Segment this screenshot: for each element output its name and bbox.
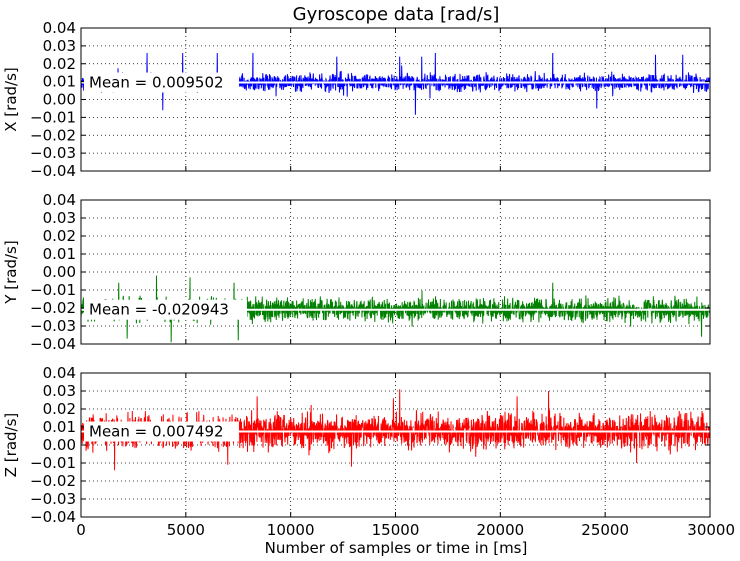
y-tick-label: −0.04 xyxy=(30,335,76,353)
x-tick-label: 30000 xyxy=(687,521,735,539)
y-tick-label: 0.03 xyxy=(43,209,76,227)
mean-label: Mean = 0.007492 xyxy=(89,423,224,441)
y-tick-label: 0.02 xyxy=(43,400,76,418)
axes-frame xyxy=(80,27,711,172)
y-tick-label: 0.01 xyxy=(43,245,76,263)
y-axis-label: X [rad/s] xyxy=(2,67,20,132)
chart-title: Gyroscope data [rad/s] xyxy=(293,4,500,25)
y-tick-label: 0.00 xyxy=(43,91,76,109)
mean-label: Mean = 0.009502 xyxy=(89,74,224,92)
y-tick-label: −0.02 xyxy=(30,299,76,317)
y-axis-label: Z [rad/s] xyxy=(2,413,20,478)
y-tick-label: 0.01 xyxy=(43,73,76,91)
x-tick-label: 10000 xyxy=(267,521,315,539)
grid xyxy=(81,373,710,517)
subplot-2: 0.040.030.020.010.00−0.01−0.02−0.03−0.04… xyxy=(2,191,711,353)
y-tick-label: −0.02 xyxy=(30,126,76,144)
mean-label-box xyxy=(84,299,247,320)
x-axis-label: Number of samples or time in [ms] xyxy=(265,539,528,557)
y-tick-label: −0.01 xyxy=(30,108,76,126)
y-tick-label: −0.01 xyxy=(30,281,76,299)
y-tick-label: 0.04 xyxy=(43,19,76,37)
y-tick-label: 0.00 xyxy=(43,436,76,454)
x-tick-label: 20000 xyxy=(476,521,524,539)
y-tick-label: −0.01 xyxy=(30,454,76,472)
y-tick-label: 0.02 xyxy=(43,227,76,245)
y-tick-label: 0.01 xyxy=(43,418,76,436)
y-tick-label: −0.04 xyxy=(30,508,76,526)
y-tick-label: −0.02 xyxy=(30,472,76,490)
y-tick-label: 0.04 xyxy=(43,364,76,382)
y-axis-label: Y [rad/s] xyxy=(2,240,20,304)
x-tick-label: 25000 xyxy=(581,521,629,539)
subplots-container: 0.040.030.020.010.00−0.01−0.02−0.03−0.04… xyxy=(2,19,735,539)
x-tick-label: 15000 xyxy=(372,521,420,539)
x-tick-label: 0 xyxy=(76,521,86,539)
y-tick-label: −0.03 xyxy=(30,144,76,162)
grid xyxy=(81,28,710,171)
mean-label-box xyxy=(84,72,239,93)
subplot-3: 0.040.030.020.010.00−0.01−0.02−0.03−0.04… xyxy=(2,364,735,539)
x-tick-label: 5000 xyxy=(167,521,205,539)
y-tick-label: −0.03 xyxy=(30,490,76,508)
y-tick-label: 0.00 xyxy=(43,263,76,281)
grid xyxy=(81,200,710,344)
subplot-1: 0.040.030.020.010.00−0.01−0.02−0.03−0.04… xyxy=(2,19,711,180)
y-tick-label: −0.04 xyxy=(30,162,76,180)
y-tick-label: 0.03 xyxy=(43,37,76,55)
y-tick-label: 0.02 xyxy=(43,55,76,73)
y-tick-label: −0.03 xyxy=(30,317,76,335)
mean-label: Mean = -0.020943 xyxy=(89,301,229,319)
y-tick-label: 0.04 xyxy=(43,191,76,209)
mean-label-box xyxy=(84,421,239,442)
y-tick-label: 0.03 xyxy=(43,382,76,400)
